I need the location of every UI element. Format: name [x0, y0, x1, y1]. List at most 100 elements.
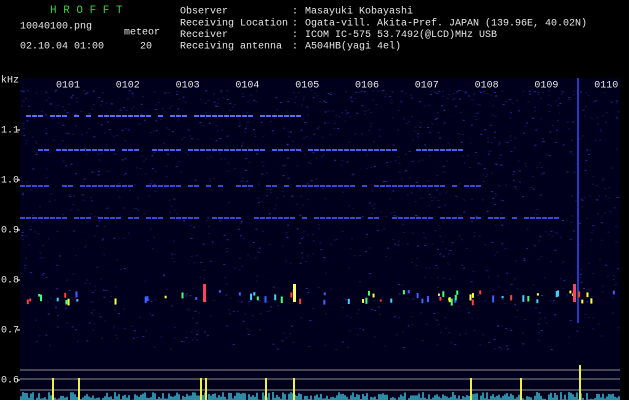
noise	[248, 162, 251, 164]
carrier-line	[68, 185, 73, 187]
carrier-line	[410, 217, 415, 219]
info-separator: :	[292, 18, 298, 29]
time-tick-label: 0101	[56, 81, 80, 92]
carrier-line	[404, 217, 409, 219]
noise	[468, 167, 471, 169]
noise	[42, 272, 45, 274]
noise	[428, 193, 431, 195]
noise	[266, 189, 269, 191]
level-noise	[522, 398, 524, 400]
noise	[401, 90, 404, 92]
carrier-line	[290, 115, 295, 117]
level-noise	[606, 396, 608, 400]
noise	[302, 119, 305, 121]
noise	[48, 151, 51, 153]
noise	[113, 237, 116, 239]
level-noise	[60, 395, 62, 400]
noise	[392, 239, 395, 241]
noise	[473, 92, 476, 94]
noise	[119, 268, 122, 270]
meteor-level	[200, 378, 202, 400]
noise	[504, 184, 507, 186]
carrier-line	[188, 149, 193, 151]
noise	[578, 138, 581, 140]
noise	[203, 278, 206, 280]
noise	[20, 90, 23, 92]
level-noise	[360, 398, 362, 400]
carrier-line	[230, 217, 235, 219]
noise	[86, 92, 89, 94]
level-noise	[602, 393, 604, 400]
noise	[24, 257, 27, 259]
noise	[66, 112, 69, 114]
noise	[223, 263, 226, 265]
carrier-line	[428, 217, 433, 219]
noise	[568, 98, 571, 100]
noise	[498, 285, 501, 287]
carrier-line	[332, 185, 337, 187]
noise	[91, 301, 94, 303]
level-noise	[454, 395, 456, 400]
noise	[42, 244, 45, 246]
noise	[74, 329, 77, 331]
noise	[141, 155, 144, 157]
level-noise	[486, 392, 488, 400]
noise	[268, 213, 271, 215]
noise	[350, 96, 353, 98]
noise	[480, 134, 483, 136]
level-noise	[596, 393, 598, 400]
noise	[452, 99, 455, 101]
noise	[117, 189, 120, 191]
carrier-line	[158, 149, 163, 151]
level-noise	[536, 392, 538, 400]
level-noise	[364, 396, 366, 400]
noise	[434, 230, 437, 232]
level-noise	[248, 394, 250, 400]
noise	[495, 163, 498, 165]
carrier-line	[182, 115, 187, 117]
level-noise	[610, 394, 612, 400]
noise	[249, 94, 252, 96]
level-noise	[82, 397, 84, 400]
noise	[21, 231, 24, 233]
noise	[147, 240, 150, 242]
noise	[154, 190, 157, 192]
carrier-line	[440, 185, 445, 187]
meteor-echo	[146, 296, 149, 302]
noise	[56, 264, 59, 266]
carrier-line	[152, 149, 157, 151]
level-noise	[422, 392, 424, 400]
meteor-head	[293, 284, 296, 302]
carrier-line	[350, 217, 355, 219]
noise	[461, 155, 464, 157]
level-noise	[298, 393, 300, 400]
noise	[363, 91, 366, 93]
noise	[293, 92, 296, 94]
noise	[327, 110, 330, 112]
noise	[302, 96, 305, 98]
noise	[567, 97, 570, 99]
noise	[155, 130, 158, 132]
noise	[219, 138, 222, 140]
noise	[337, 127, 340, 129]
noise	[247, 188, 250, 190]
level-noise	[506, 393, 508, 400]
meteor-echo	[323, 299, 326, 305]
noise	[458, 235, 461, 237]
noise	[259, 313, 262, 315]
level-noise	[320, 393, 322, 400]
carrier-line	[194, 149, 199, 151]
carrier-line	[38, 185, 43, 187]
noise	[580, 198, 583, 200]
carrier-line	[248, 149, 253, 151]
noise	[599, 130, 602, 132]
noise	[241, 266, 244, 268]
noise	[453, 98, 456, 100]
level-noise	[384, 394, 386, 400]
noise	[153, 346, 156, 348]
noise	[276, 108, 279, 110]
level-noise	[576, 392, 578, 400]
noise	[257, 183, 260, 185]
noise	[189, 135, 192, 137]
